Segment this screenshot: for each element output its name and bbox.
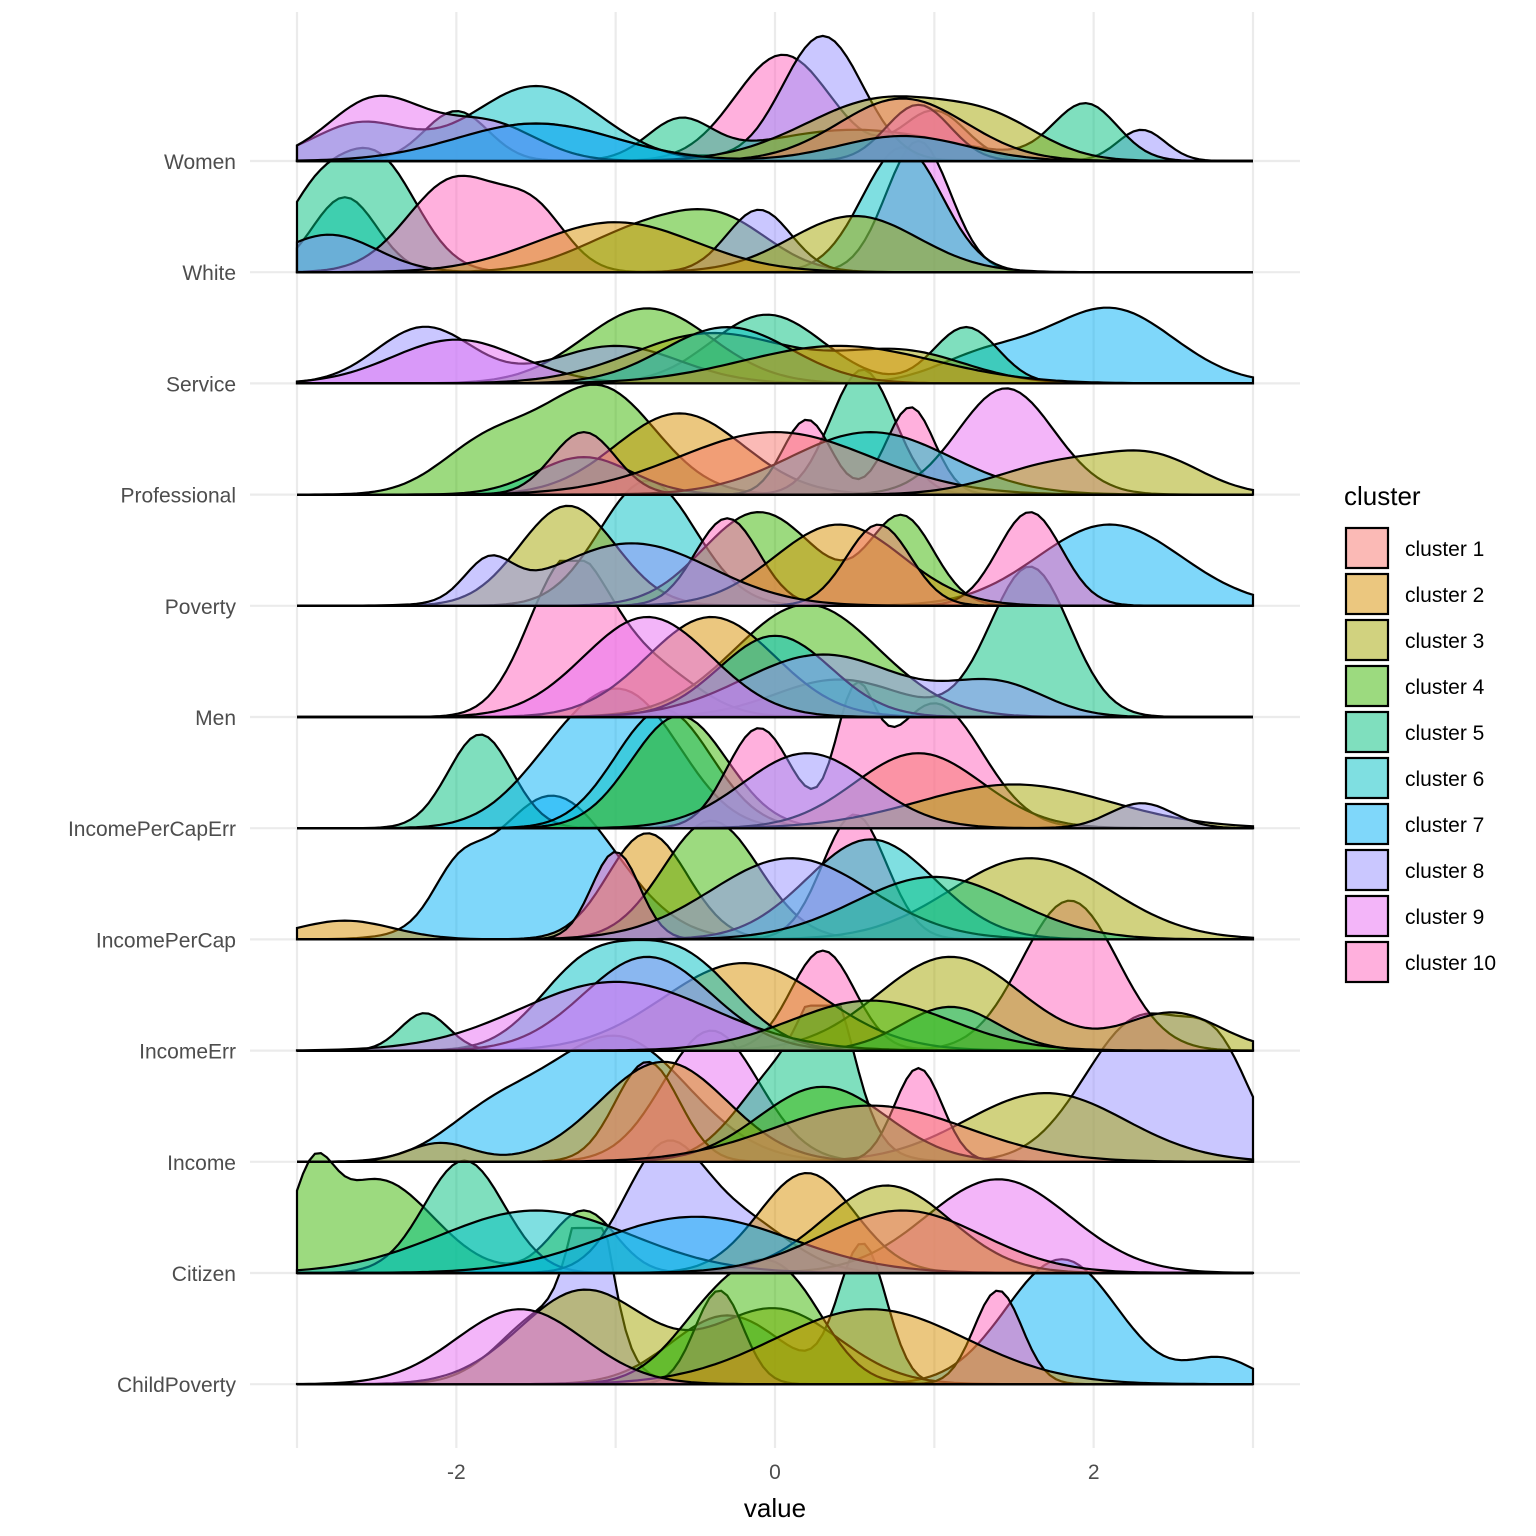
legend-swatch (1344, 894, 1390, 938)
density-Women-cluster-7 (295, 122, 1253, 163)
legend-swatch (1344, 848, 1390, 892)
legend-swatch (1344, 572, 1390, 616)
legend-swatch (1344, 802, 1390, 846)
legend-swatch (1344, 618, 1390, 662)
legend-label: cluster 2 (1405, 584, 1484, 607)
density-Citizen-cluster-1 (297, 1209, 1253, 1275)
y-tick-label: Service (166, 373, 236, 396)
ridge-Citizen (295, 1139, 1255, 1275)
y-tick-label: Men (195, 707, 236, 730)
density-Men-cluster-9 (297, 615, 1253, 719)
legend-swatch (1344, 940, 1390, 984)
density-White-cluster-2 (297, 221, 1253, 274)
legend-swatch (1344, 710, 1390, 754)
y-tick-label: Professional (120, 485, 236, 508)
density-IncomePerCap-cluster-5 (297, 875, 1253, 941)
legend-label: cluster 3 (1405, 630, 1484, 653)
legend-label: cluster 10 (1405, 952, 1496, 975)
density-Service-cluster-2 (297, 344, 1253, 385)
y-tick-label: IncomePerCap (96, 929, 236, 952)
y-tick-label: Women (164, 151, 236, 174)
density-Poverty-cluster-8 (297, 542, 1253, 607)
ridge-Poverty (297, 479, 1255, 607)
ridge-Professional (297, 368, 1255, 496)
legend-label: cluster 7 (1405, 814, 1484, 837)
ridge-White (295, 139, 1253, 274)
legend-label: cluster 4 (1405, 676, 1485, 699)
y-tick-label: Poverty (165, 596, 237, 619)
ridge-Service (295, 306, 1255, 385)
ridge-IncomePerCap (295, 794, 1255, 941)
legend-label: cluster 9 (1405, 906, 1484, 929)
legend-label: cluster 6 (1405, 768, 1484, 791)
x-tick-label: 0 (769, 1461, 781, 1484)
y-tick-label: IncomeErr (139, 1041, 236, 1064)
density-Professional-cluster-3 (297, 449, 1255, 496)
y-tick-label: ChildPoverty (117, 1374, 237, 1397)
y-tick-label: IncomePerCapErr (68, 818, 236, 841)
x-tick-label: -2 (447, 1461, 466, 1484)
density-ChildPoverty-cluster-9 (295, 1308, 1253, 1386)
density-Income-cluster-1 (297, 1104, 1253, 1163)
density-ridges (295, 34, 1255, 1386)
legend-swatch (1344, 526, 1390, 570)
legend-swatch (1344, 664, 1390, 708)
x-tick-label: 2 (1088, 1461, 1100, 1484)
legend-title: cluster (1344, 481, 1421, 511)
x-axis: -2 0 2 (447, 1461, 1100, 1484)
x-axis-title: value (744, 1493, 806, 1523)
legend-label: cluster 5 (1405, 722, 1484, 745)
legend-swatch (1344, 756, 1390, 800)
ridge-Women (295, 34, 1253, 163)
ridge-IncomePerCapErr (297, 680, 1255, 830)
y-tick-label: Income (167, 1152, 236, 1175)
density-IncomePerCapErr-cluster-8 (297, 752, 1255, 830)
y-tick-label: Citizen (172, 1263, 236, 1286)
ridge-ChildPoverty (295, 1226, 1255, 1386)
legend-label: cluster 1 (1405, 538, 1484, 561)
legend-label: cluster 8 (1405, 860, 1484, 883)
ridge-IncomeErr (295, 899, 1255, 1052)
y-axis: Women White Service Professional Poverty Men I… (68, 151, 237, 1397)
y-tick-label: White (182, 262, 236, 285)
legend: cluster cluster 1 cluster 2 cluster 3 clust… (1344, 481, 1496, 984)
density-IncomeErr-cluster-4 (297, 999, 1253, 1052)
